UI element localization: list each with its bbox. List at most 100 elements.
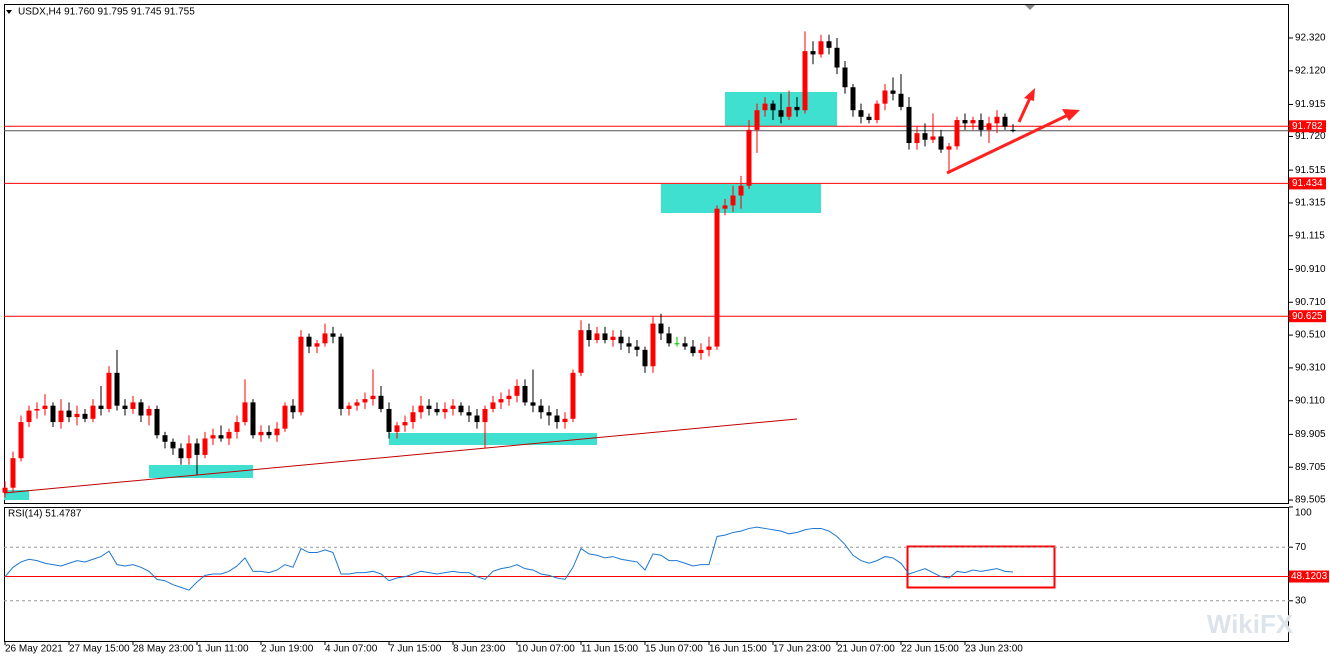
candle-body <box>266 431 272 436</box>
x-tick-label: 23 Jun 23:00 <box>965 644 1023 655</box>
candle-body <box>258 431 264 436</box>
y-tick-label: 90.310 <box>1295 363 1326 374</box>
candle-body <box>1002 116 1008 127</box>
candle-body <box>746 129 752 186</box>
candle-body <box>658 323 664 334</box>
candle-body <box>450 405 456 409</box>
candle-body <box>370 395 376 400</box>
candle-body <box>1010 129 1016 131</box>
axes: 92.320 92.120 91.915 91.720 91.515 91.315 91.1… <box>4 33 1329 655</box>
candle-body <box>938 136 944 150</box>
y-tick-label: 30 <box>1295 595 1307 606</box>
candle-body <box>722 205 728 209</box>
y-tick-label: 91.515 <box>1295 165 1326 176</box>
candle-body <box>770 103 776 111</box>
candle-body <box>890 90 896 94</box>
candle-body <box>98 405 104 409</box>
candle-body <box>922 133 928 140</box>
candle-body <box>610 336 616 341</box>
level-label: 91.434 <box>1292 178 1323 189</box>
candle-body <box>386 408 392 432</box>
candle-body <box>210 435 216 439</box>
candle-body <box>330 333 336 337</box>
candle-body <box>202 438 208 455</box>
candle-body <box>618 336 624 344</box>
candle-body <box>778 110 784 117</box>
candle-body <box>906 106 912 144</box>
candle-body <box>978 120 984 130</box>
candle-body <box>114 372 120 406</box>
candle-body <box>314 343 320 347</box>
x-tick-label: 15 Jun 07:00 <box>645 644 703 655</box>
x-tick-label: 17 Jun 23:00 <box>773 644 831 655</box>
candle-body <box>490 402 496 409</box>
candle-body <box>946 146 952 150</box>
candle-body <box>418 405 424 413</box>
highlight-box <box>906 545 1056 589</box>
candle-body <box>666 333 672 344</box>
y-tick-label: 90.510 <box>1295 330 1326 341</box>
candle-body <box>530 402 536 406</box>
price-plot <box>2 31 1289 498</box>
candle-body <box>794 106 800 111</box>
x-tick-label: 27 May 15:00 <box>69 644 130 655</box>
candle-body <box>290 405 296 413</box>
candle-body <box>954 120 960 147</box>
candle-body <box>850 87 856 111</box>
rsi-line <box>4 526 1014 591</box>
y-tick-label: 100 <box>1295 508 1312 519</box>
y-tick-label: 90.110 <box>1295 395 1325 406</box>
candle-body <box>634 346 640 350</box>
x-tick-label: 1 Jun 11:00 <box>197 644 249 655</box>
annotations <box>3 5 1080 589</box>
candle-body <box>458 405 464 413</box>
candle-body <box>562 418 568 423</box>
candle-body <box>818 41 824 55</box>
candle-body <box>122 405 128 409</box>
candle-body <box>482 408 488 423</box>
x-tick-label: 7 Jun 15:00 <box>389 644 442 655</box>
y-tick-label: 91.315 <box>1295 198 1326 209</box>
indicator-title: RSI(14) 51.4787 <box>8 509 82 520</box>
candle-body <box>346 405 352 409</box>
candle-body <box>250 402 256 436</box>
candle-body <box>858 110 864 117</box>
candle-body <box>522 385 528 403</box>
arrow <box>946 113 1069 175</box>
candle-body <box>802 51 808 111</box>
y-tick-label: 91.115 <box>1295 230 1325 241</box>
support-zone <box>4 490 29 500</box>
x-tick-label: 10 Jun 07:00 <box>517 644 575 655</box>
candle-body <box>738 185 744 196</box>
candle-body <box>298 336 304 413</box>
shift-marker <box>1025 5 1035 10</box>
rsi-panel-frame <box>4 507 1289 642</box>
candle-body <box>682 343 688 347</box>
candle-body <box>570 372 576 419</box>
candle-body <box>594 333 600 341</box>
x-tick-label: 2 Jun 19:00 <box>261 644 314 655</box>
candle-body <box>986 123 992 130</box>
rsi-plot <box>4 526 1289 602</box>
y-tick-label: 90.710 <box>1295 297 1326 308</box>
candle-body <box>66 410 72 418</box>
candle-body <box>34 408 40 411</box>
candle-body <box>146 408 152 416</box>
candle-body <box>714 208 720 347</box>
candle-body <box>242 402 248 423</box>
candle-body <box>42 405 48 409</box>
candle-body <box>402 422 408 426</box>
candle-body <box>842 67 848 88</box>
candle-body <box>90 405 96 419</box>
candle-body <box>378 395 384 409</box>
candle-body <box>834 47 840 68</box>
candle-body <box>282 405 288 429</box>
y-tick-label: 70 <box>1295 542 1307 553</box>
candle-body <box>930 136 936 140</box>
y-tick-label: 91.915 <box>1295 99 1326 110</box>
level-label-box <box>1289 177 1326 190</box>
support-zone <box>389 433 597 445</box>
candle-body <box>410 412 416 423</box>
x-tick-label: 16 Jun 15:00 <box>709 644 767 655</box>
candle-body <box>18 422 24 459</box>
